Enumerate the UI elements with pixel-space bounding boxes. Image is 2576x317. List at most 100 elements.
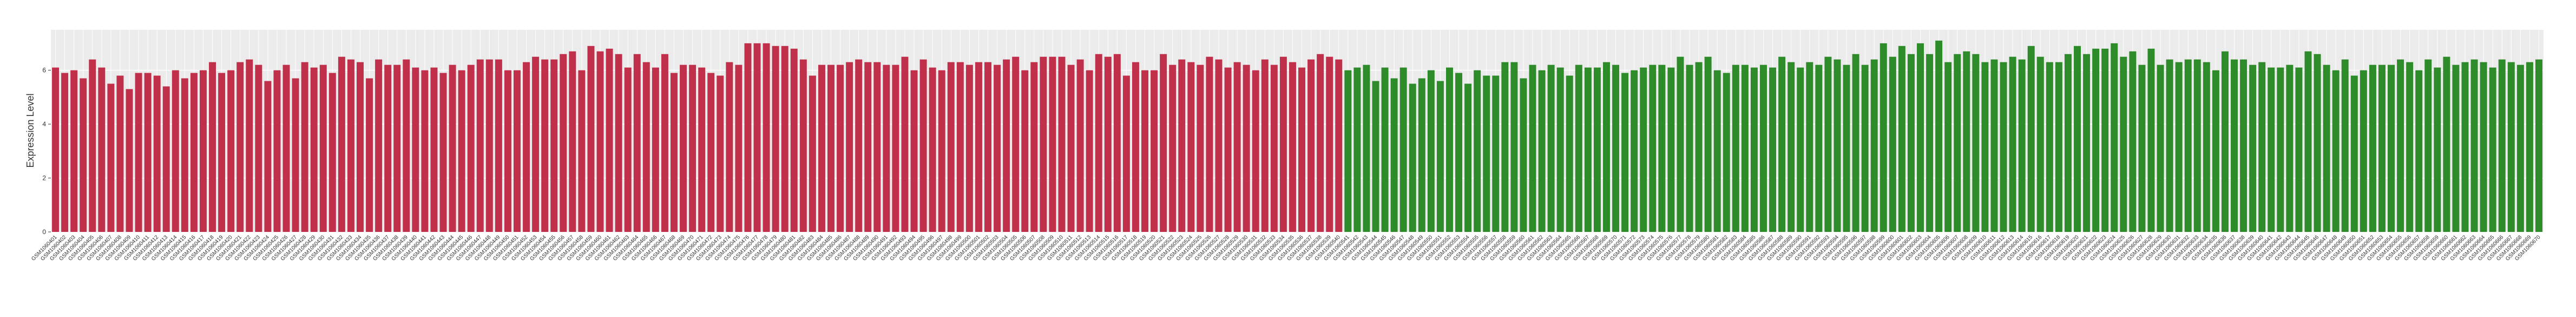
bar	[744, 43, 752, 232]
bar	[2443, 56, 2450, 232]
bar	[338, 56, 345, 232]
bar	[495, 59, 502, 232]
bar	[1972, 54, 1980, 232]
bar	[1178, 59, 1186, 232]
bar	[1686, 64, 1693, 232]
bar	[1898, 46, 1905, 232]
bar	[956, 62, 964, 232]
y-tick-label: 2	[42, 174, 46, 182]
bar	[2341, 59, 2349, 232]
y-tick-label: 0	[42, 228, 46, 236]
bar	[606, 48, 613, 232]
bar	[430, 67, 438, 232]
bar	[1206, 56, 1213, 232]
bar	[1326, 56, 1333, 232]
bar	[2036, 56, 2044, 232]
bar	[227, 70, 235, 232]
bar	[2175, 62, 2183, 232]
bar	[2231, 59, 2238, 232]
bar	[2111, 43, 2118, 232]
bar	[1612, 64, 1620, 232]
bar	[1935, 40, 1943, 232]
bar	[1566, 75, 1573, 232]
bar	[984, 62, 991, 232]
bar	[965, 64, 973, 232]
bar	[1556, 67, 1564, 232]
bar	[1640, 67, 1647, 232]
bar	[1122, 75, 1130, 232]
bar	[1806, 62, 1813, 232]
bar	[126, 89, 133, 232]
bar	[449, 64, 456, 232]
bar	[2295, 67, 2303, 232]
bar	[1584, 67, 1592, 232]
y-tick-label: 6	[42, 67, 46, 74]
bar	[439, 73, 447, 232]
bar	[1824, 56, 1832, 232]
bar	[1151, 70, 1158, 232]
bar	[2193, 59, 2201, 232]
bar	[1095, 54, 1102, 232]
bar	[2009, 56, 2016, 232]
bar	[2350, 75, 2358, 232]
bar	[467, 64, 475, 232]
plot-panel	[51, 30, 2544, 232]
bar	[753, 43, 761, 232]
bar	[476, 59, 484, 232]
bar	[2286, 64, 2294, 232]
bar	[1547, 64, 1555, 232]
bar	[892, 64, 899, 232]
bar	[698, 67, 706, 232]
bar	[799, 59, 807, 232]
bar	[1889, 56, 1896, 232]
bar	[2470, 59, 2478, 232]
bar	[80, 78, 87, 232]
bar	[1104, 56, 1112, 232]
bar	[1233, 62, 1241, 232]
bar	[1510, 62, 1518, 232]
bar	[809, 75, 816, 232]
bar	[61, 73, 69, 232]
bar	[1501, 62, 1509, 232]
bar	[541, 59, 549, 232]
bar	[2092, 48, 2100, 232]
bar	[680, 64, 687, 232]
bar	[52, 67, 60, 232]
bar	[772, 46, 779, 232]
bar	[1427, 70, 1435, 232]
bar	[735, 64, 742, 232]
bar	[282, 64, 290, 232]
bar	[855, 59, 863, 232]
bar	[1575, 64, 1582, 232]
bar	[504, 70, 511, 232]
bar	[310, 67, 318, 232]
bar	[264, 81, 272, 232]
bar	[1409, 83, 1416, 232]
bar	[2046, 62, 2053, 232]
bar	[2000, 62, 2007, 232]
bar	[1741, 64, 1749, 232]
bar	[2055, 62, 2062, 232]
bar	[652, 67, 659, 232]
bar	[2489, 67, 2496, 232]
bar	[661, 54, 668, 232]
bar	[1852, 54, 1859, 232]
bar	[2074, 46, 2081, 232]
bar	[1880, 43, 1887, 232]
bar	[1797, 67, 1804, 232]
bar	[2314, 54, 2321, 232]
bar	[1187, 62, 1195, 232]
bar	[689, 64, 696, 232]
bar	[172, 70, 179, 232]
bar	[1954, 54, 1961, 232]
y-tick-label: 4	[42, 120, 46, 128]
bar	[1289, 62, 1296, 232]
bar	[846, 62, 853, 232]
bar	[938, 70, 945, 232]
bar	[1732, 64, 1739, 232]
bar	[2452, 64, 2460, 232]
bar	[1492, 75, 1500, 232]
bar	[292, 78, 299, 232]
bar	[837, 64, 844, 232]
bar	[827, 64, 834, 232]
